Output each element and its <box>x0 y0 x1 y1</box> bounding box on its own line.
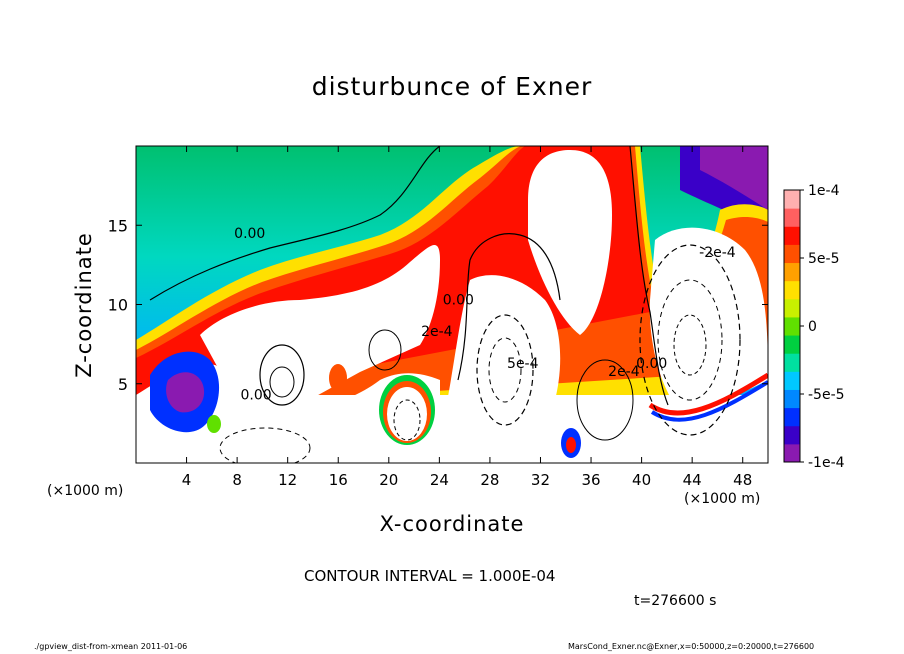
colorbar-swatch <box>784 244 800 264</box>
colorbar-swatch <box>784 226 800 245</box>
colorbar-tick-label: 5e-5 <box>808 251 839 267</box>
colorbar-tick-label: 0 <box>808 319 817 335</box>
colorbar-swatch <box>784 389 800 409</box>
x-tick-label: 32 <box>531 471 550 489</box>
time-label: t=276600 s <box>634 593 717 609</box>
colorbar: 1e-4 5e-5 0 -5e-5 -1e-4 <box>783 183 845 471</box>
colorbar-swatch <box>784 335 800 354</box>
positive-pocket-lower <box>387 387 427 441</box>
colorbar-swatch <box>784 407 800 427</box>
contour-line-zero <box>149 146 441 301</box>
colorbar-swatch <box>784 262 800 282</box>
contour-label: 0.00 <box>234 226 265 242</box>
x-tick-label: 36 <box>581 471 600 489</box>
x-unit-label-left: (×1000 m) <box>47 483 124 499</box>
colorbar-swatch <box>784 353 800 372</box>
x-tick-label: 40 <box>632 471 651 489</box>
contour-label: 0.00 <box>443 293 474 309</box>
chart-title: disturbunce of Exner <box>311 72 593 101</box>
footer-right: MarsCond_Exner.nc@Exner,x=0:50000,z=0:20… <box>568 642 815 651</box>
contour-label: 2e-4 <box>608 364 640 380</box>
x-axis-label: X-coordinate <box>379 512 525 536</box>
x-tick-label: 44 <box>683 471 702 489</box>
y-tick-label: 10 <box>108 296 128 315</box>
y-tick-label: 5 <box>118 375 128 394</box>
colorbar-tick-label: 1e-4 <box>808 183 840 199</box>
x-axis: 4 8 12 16 20 24 28 32 36 40 44 48 <box>182 146 752 489</box>
colorbar-swatch <box>784 425 800 445</box>
contour-label: -2e-4 <box>699 245 736 261</box>
x-tick-label: 20 <box>379 471 398 489</box>
colorbar-swatch <box>784 208 800 227</box>
x-tick-label: 48 <box>733 471 752 489</box>
neutral-region-left <box>200 244 440 405</box>
positive-region-top-center <box>528 150 612 335</box>
colorbar-swatch <box>784 443 800 463</box>
contour-interval-label: CONTOUR INTERVAL = 1.000E-04 <box>304 567 556 585</box>
y-tick-label: 15 <box>108 216 128 235</box>
colorbar-swatch <box>784 298 800 318</box>
contour-label: 0.00 <box>636 356 667 372</box>
footer-left: ./gpview_dist-from-xmean 2011-01-06 <box>34 642 188 651</box>
colorbar-swatch <box>784 190 800 209</box>
x-tick-label: 12 <box>278 471 297 489</box>
x-tick-label: 4 <box>182 471 192 489</box>
colorbar-swatch <box>784 316 800 336</box>
colorbar-swatch <box>784 371 800 390</box>
contour-label: 5e-4 <box>507 356 539 372</box>
x-unit-label-right: (×1000 m) <box>684 491 761 507</box>
x-tick-label: 8 <box>232 471 242 489</box>
colorbar-swatch <box>784 280 800 300</box>
x-tick-label: 16 <box>329 471 348 489</box>
contour-labels: 0.000.00-2e-42e-45e-4 2e-40.000.00 <box>234 226 736 404</box>
colorbar-tick-label: -1e-4 <box>808 455 845 471</box>
contour-label: 2e-4 <box>421 324 453 340</box>
y-axis: 5 10 15 <box>108 216 768 394</box>
contour-label: 0.00 <box>240 388 271 404</box>
x-tick-label: 24 <box>430 471 449 489</box>
field-layer <box>136 146 768 463</box>
y-axis-label: Z-coordinate <box>72 232 96 378</box>
x-tick-label: 28 <box>480 471 499 489</box>
colorbar-tick-label: -5e-5 <box>808 387 845 403</box>
